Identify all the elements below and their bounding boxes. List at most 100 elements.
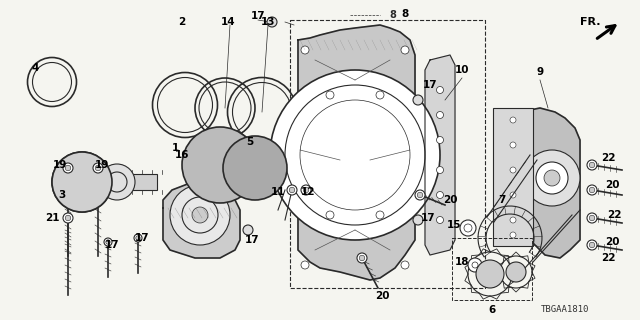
- Circle shape: [104, 238, 112, 246]
- Circle shape: [511, 267, 521, 277]
- Circle shape: [223, 136, 287, 200]
- Text: 17: 17: [420, 213, 435, 223]
- Text: 21: 21: [45, 213, 60, 223]
- Circle shape: [476, 260, 504, 288]
- Text: 14: 14: [221, 17, 236, 27]
- Circle shape: [303, 187, 308, 193]
- Circle shape: [510, 167, 516, 173]
- Circle shape: [536, 162, 568, 194]
- Circle shape: [247, 160, 263, 176]
- Circle shape: [235, 148, 275, 188]
- Bar: [493, 108, 533, 246]
- Circle shape: [192, 207, 208, 223]
- Circle shape: [376, 91, 384, 99]
- Text: 17: 17: [251, 11, 266, 21]
- Circle shape: [63, 213, 73, 223]
- Text: 17: 17: [105, 240, 119, 250]
- Text: 20: 20: [375, 291, 389, 301]
- Circle shape: [270, 70, 440, 240]
- Circle shape: [589, 162, 595, 168]
- Circle shape: [287, 185, 297, 195]
- Circle shape: [510, 217, 516, 223]
- Circle shape: [460, 220, 476, 236]
- Text: 6: 6: [488, 305, 495, 315]
- Circle shape: [326, 91, 334, 99]
- Circle shape: [95, 165, 100, 171]
- Circle shape: [413, 215, 423, 225]
- Circle shape: [301, 185, 311, 195]
- Text: FR.: FR.: [580, 17, 600, 27]
- Circle shape: [301, 261, 309, 269]
- Polygon shape: [298, 25, 415, 280]
- Text: 15: 15: [447, 220, 461, 230]
- Text: 19: 19: [53, 160, 67, 170]
- Circle shape: [99, 164, 135, 200]
- Text: 3: 3: [58, 190, 66, 200]
- Circle shape: [134, 234, 142, 242]
- Circle shape: [544, 170, 560, 186]
- Bar: [290, 20, 485, 288]
- Circle shape: [589, 215, 595, 221]
- Circle shape: [182, 127, 258, 203]
- Text: 19: 19: [95, 160, 109, 170]
- Circle shape: [65, 165, 71, 171]
- Circle shape: [468, 258, 482, 272]
- Text: 4: 4: [31, 63, 38, 73]
- Text: 5: 5: [246, 137, 253, 147]
- Text: 20: 20: [605, 180, 620, 190]
- Circle shape: [326, 211, 334, 219]
- Text: 17: 17: [422, 80, 437, 90]
- Text: 22: 22: [601, 253, 615, 263]
- Circle shape: [589, 242, 595, 248]
- Text: 13: 13: [260, 17, 275, 27]
- Circle shape: [289, 187, 295, 193]
- Polygon shape: [163, 165, 240, 258]
- Circle shape: [587, 213, 597, 223]
- Text: 2: 2: [179, 17, 186, 27]
- Circle shape: [376, 211, 384, 219]
- Circle shape: [484, 268, 496, 280]
- Text: 7: 7: [499, 195, 506, 205]
- Circle shape: [301, 46, 309, 54]
- Circle shape: [436, 166, 444, 173]
- Circle shape: [506, 262, 526, 282]
- Circle shape: [401, 261, 409, 269]
- Text: 17: 17: [134, 233, 149, 243]
- Circle shape: [243, 225, 253, 235]
- Circle shape: [417, 192, 423, 198]
- Text: 20: 20: [443, 195, 457, 205]
- Circle shape: [510, 232, 516, 238]
- Circle shape: [436, 86, 444, 93]
- Circle shape: [524, 150, 580, 206]
- Circle shape: [72, 172, 92, 192]
- Text: TBGAA1810: TBGAA1810: [541, 306, 589, 315]
- Circle shape: [194, 139, 246, 191]
- Circle shape: [413, 95, 423, 105]
- Circle shape: [436, 111, 444, 118]
- Circle shape: [170, 185, 230, 245]
- Polygon shape: [425, 55, 455, 255]
- Circle shape: [436, 191, 444, 198]
- Circle shape: [587, 160, 597, 170]
- Circle shape: [510, 117, 516, 123]
- Text: 22: 22: [601, 153, 615, 163]
- Circle shape: [510, 192, 516, 198]
- Circle shape: [63, 163, 73, 173]
- Circle shape: [436, 217, 444, 223]
- Circle shape: [415, 190, 425, 200]
- Text: 22: 22: [607, 210, 621, 220]
- Circle shape: [483, 267, 497, 281]
- Text: 16: 16: [175, 150, 189, 160]
- Text: 17: 17: [244, 235, 259, 245]
- Text: 12: 12: [301, 187, 316, 197]
- Circle shape: [52, 152, 112, 212]
- Circle shape: [267, 17, 277, 27]
- Circle shape: [587, 240, 597, 250]
- Text: 11: 11: [271, 187, 285, 197]
- Text: 8: 8: [390, 10, 396, 20]
- Circle shape: [93, 163, 103, 173]
- Circle shape: [401, 46, 409, 54]
- Circle shape: [587, 185, 597, 195]
- Polygon shape: [530, 108, 580, 258]
- Bar: [452, 238, 532, 300]
